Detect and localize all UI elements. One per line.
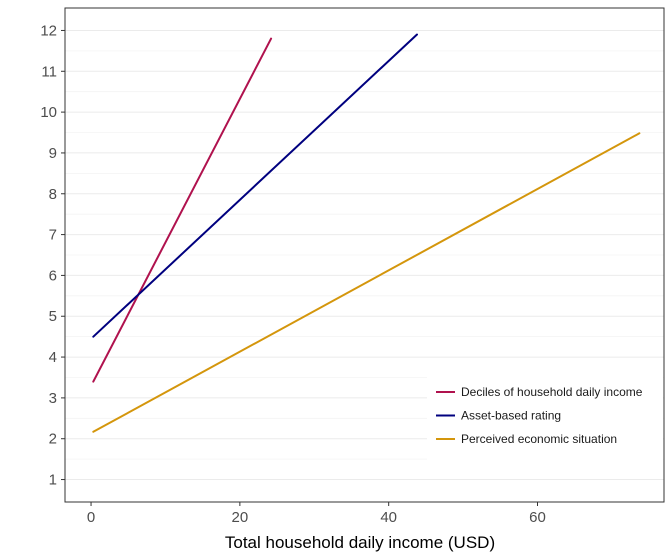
x-tick-label: 20 (232, 509, 249, 526)
y-tick-label: 6 (49, 267, 57, 284)
y-tick-label: 11 (41, 63, 57, 80)
x-axis: 0 20 40 60 (87, 502, 546, 526)
series-line (92, 33, 418, 338)
y-tick-label: 3 (49, 390, 57, 407)
x-axis-title: Total household daily income (USD) (225, 533, 495, 552)
plot-border (64, 7, 665, 503)
y-tick-label: 7 (49, 227, 57, 244)
series-line (92, 37, 273, 383)
y-tick-label: 10 (40, 104, 57, 121)
y-tick-label: 12 (40, 22, 57, 39)
y-tick-label: 1 (49, 472, 57, 489)
legend-label: Asset-based rating (461, 409, 561, 423)
y-tick-label: 4 (49, 349, 57, 366)
y-tick-label: 5 (49, 308, 57, 325)
legend-label: Deciles of household daily income (461, 385, 643, 399)
x-tick-label: 0 (87, 509, 95, 526)
y-tick-label: 2 (49, 431, 57, 448)
legend-background (427, 372, 663, 461)
y-tick-label: 8 (49, 186, 57, 203)
series-lines (92, 33, 641, 433)
series-line (92, 132, 641, 433)
x-tick-label: 60 (529, 509, 546, 526)
legend: Deciles of household daily income Asset-b… (427, 372, 663, 461)
x-tick-label: 40 (380, 509, 397, 526)
legend-label: Perceived economic situation (461, 432, 617, 446)
y-tick-label: 9 (49, 145, 57, 162)
